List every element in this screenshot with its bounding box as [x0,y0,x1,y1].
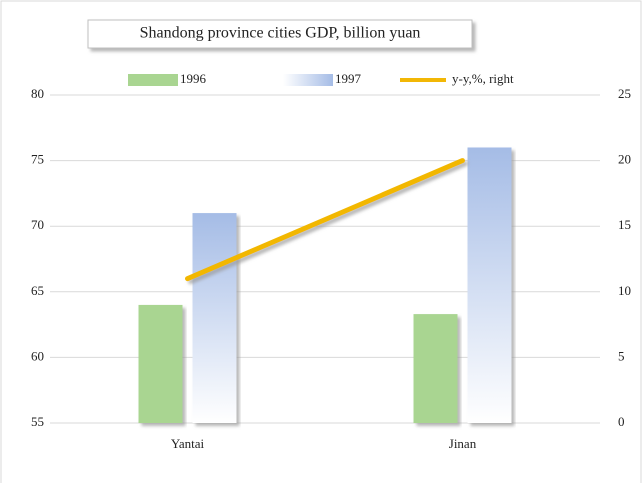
y-tick-label: 60 [31,348,44,363]
y-tick-label: 80 [31,86,44,101]
y2-tick-label: 10 [618,283,631,298]
y-tick-label: 70 [31,217,44,232]
legend-swatch [283,74,333,86]
legend-label: 1996 [180,71,207,86]
chart-title: Shandong province cities GDP, billion yu… [140,25,421,42]
legend-label: y-y,%, right [452,71,514,86]
x-tick-label: Yantai [171,436,205,451]
bar [467,147,512,424]
line-series [185,158,465,282]
y2-tick-label: 25 [618,86,631,101]
y2-tick-label: 5 [618,348,625,363]
y-tick-label: 55 [31,414,44,429]
y-tick-label: 75 [31,152,44,167]
bar [138,304,183,423]
y2-tick-label: 20 [618,152,631,167]
title-box [87,19,473,49]
legend-swatch [128,74,178,86]
y2-tick-label: 15 [618,217,631,232]
bar [192,213,237,423]
legend-label: 1997 [335,71,362,86]
y2-tick-label: 0 [618,414,625,429]
y-tick-label: 65 [31,283,44,298]
x-tick-label: Jinan [449,436,477,451]
bar [413,314,458,423]
